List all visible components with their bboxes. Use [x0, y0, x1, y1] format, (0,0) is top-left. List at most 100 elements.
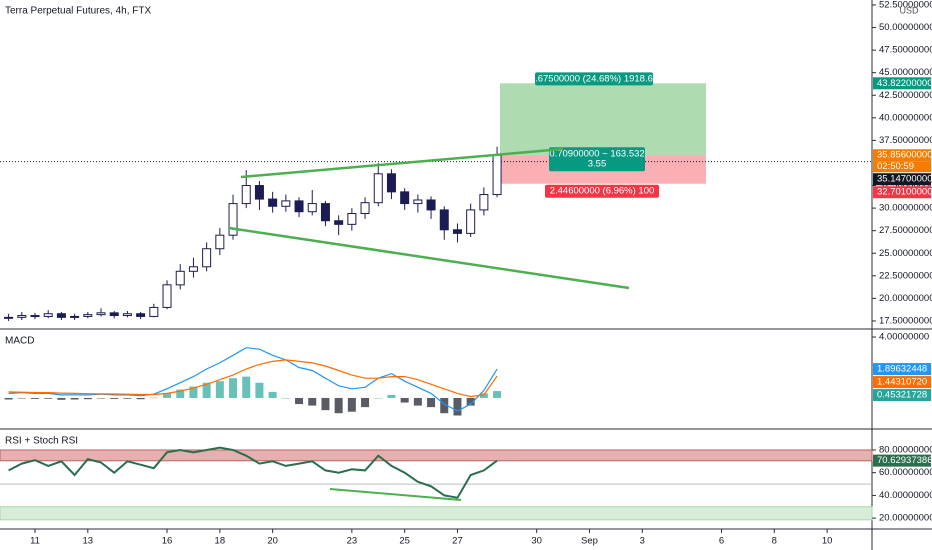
histogram-bar: [149, 397, 158, 399]
y-tick-label: 52.50000000: [879, 0, 932, 10]
price-tag: 35.85600000: [877, 150, 932, 161]
x-tick-label: Sep: [581, 536, 598, 547]
candle-body: [466, 209, 476, 234]
x-tick-label: 10: [822, 536, 833, 547]
y-tick-label: 32.50000000: [879, 180, 932, 191]
histogram-bar: [229, 378, 238, 398]
y-tick-label: 17.50000000: [879, 315, 932, 326]
y-tick-label: 37.50000000: [879, 135, 932, 146]
histogram-bar: [110, 397, 119, 399]
x-tick-label: 3: [640, 536, 645, 547]
candle-body: [294, 200, 304, 213]
candle-body: [400, 191, 410, 205]
histogram-bar: [44, 397, 53, 399]
candle-body: [228, 203, 238, 236]
x-tick-label: 30: [531, 536, 542, 547]
value-tag: 70.62937386: [877, 455, 932, 466]
candle-body: [162, 284, 172, 308]
overbought-band: [0, 449, 873, 462]
candle-body: [188, 266, 198, 272]
symbol-title: Terra Perpetual Futures, 4h, FTX: [5, 6, 152, 17]
histogram-bar: [295, 397, 304, 405]
candle-body: [215, 234, 225, 250]
candle-body: [334, 220, 344, 225]
candle-body: [268, 198, 278, 207]
histogram-bar: [202, 382, 211, 398]
y-tick-label: 45.00000000: [879, 67, 932, 78]
histogram-bar: [176, 389, 185, 398]
y-tick-label: 40.00000000: [879, 490, 932, 501]
histogram-bar: [374, 397, 383, 399]
x-tick-label: 25: [399, 536, 410, 547]
histogram-bar: [4, 397, 13, 400]
value-tag-bg: [873, 454, 931, 467]
histogram-bar: [97, 397, 106, 399]
price-tag-bg: [873, 77, 931, 90]
ratio-label: 3.55: [588, 159, 607, 170]
x-tick-label: 20: [267, 536, 278, 547]
histogram-bar: [334, 397, 343, 414]
panel-title: MACD: [5, 336, 34, 347]
rsi-line: [8, 446, 498, 499]
histogram-bar: [321, 397, 330, 411]
countdown: 02:50:59: [877, 161, 914, 172]
entry-label-bg: [549, 147, 645, 172]
signal-line: [8, 359, 498, 398]
price-tag-bg: [873, 173, 931, 186]
histogram-bar: [281, 397, 290, 399]
x-tick-label: 11: [30, 536, 40, 547]
stop-label-bg: [545, 184, 659, 198]
y-tick-label: 40.00000000: [879, 112, 932, 123]
y-tick-label: 47.50000000: [879, 45, 932, 56]
candle-body: [96, 312, 106, 316]
histogram-bar: [70, 397, 79, 400]
x-tick-label: 13: [83, 536, 94, 547]
price-tag: 43.82200000: [877, 78, 932, 89]
candle-body: [492, 154, 502, 196]
price-tag: 32.70100000: [877, 187, 932, 198]
value-tag-bg: [873, 376, 931, 389]
panel-title: RSI + Stoch RSI: [5, 436, 78, 447]
candle-body: [122, 313, 132, 317]
histogram-bar: [242, 376, 251, 398]
candle-body: [254, 185, 264, 200]
price-tag-bg: [873, 161, 931, 173]
candle-body: [149, 306, 159, 317]
x-tick-label: 27: [452, 536, 463, 547]
histogram-bar: [255, 382, 264, 398]
candle-body: [347, 213, 357, 225]
histogram-bar: [123, 397, 132, 399]
candle-body: [373, 173, 383, 204]
histogram-bar: [361, 397, 370, 408]
candle-body: [136, 313, 146, 317]
histogram-bar: [136, 397, 145, 400]
oversold-band: [0, 506, 873, 521]
histogram-bar: [347, 397, 356, 412]
y-tick-label: 25.00000000: [879, 248, 932, 259]
stop-label: 2.44600000 (6.96%) 100: [550, 186, 655, 197]
value-tag: 1.89632448: [877, 364, 927, 375]
histogram-bar: [163, 393, 172, 398]
y-tick-label: 50.00000000: [879, 22, 932, 33]
histogram-bar: [479, 393, 488, 398]
candle-body: [386, 173, 396, 193]
target-zone: [500, 83, 706, 156]
histogram-bar: [308, 397, 317, 406]
candle-body: [30, 315, 40, 318]
candle-body: [307, 203, 317, 213]
candle-body: [320, 203, 330, 222]
histogram-bar: [268, 391, 277, 398]
histogram-bar: [427, 397, 436, 408]
candle-body: [439, 209, 449, 231]
candle-body: [56, 313, 66, 318]
candle-body: [109, 312, 119, 317]
histogram-bar: [440, 397, 449, 414]
candle-body: [4, 316, 14, 319]
candle-body: [70, 315, 80, 318]
histogram-bar: [400, 397, 409, 403]
candle-body: [452, 229, 462, 234]
candle-body: [83, 314, 93, 317]
